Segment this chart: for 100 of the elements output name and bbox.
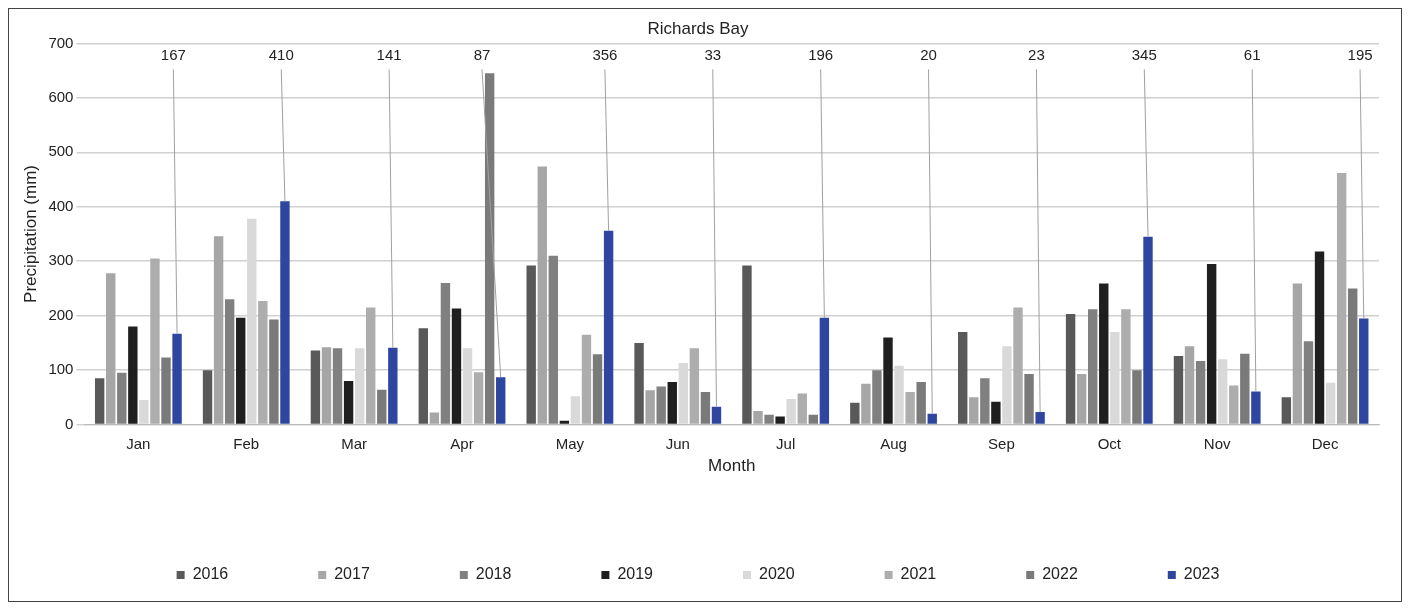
x-tick-label: Feb (233, 434, 260, 452)
bar (689, 348, 700, 424)
bar (656, 386, 666, 424)
bar (742, 265, 752, 424)
x-tick-label: Apr (450, 434, 474, 452)
bar (1076, 373, 1087, 424)
bar (1024, 373, 1034, 424)
x-tick-label: Aug (880, 434, 907, 452)
bar (128, 326, 138, 424)
bar (1173, 355, 1184, 424)
bar (592, 354, 603, 424)
x-tick-label: Nov (1203, 434, 1232, 452)
legend-label: 2016 (192, 565, 229, 583)
legend-label: 2023 (1183, 565, 1220, 583)
bar (1303, 341, 1314, 424)
bar (94, 378, 105, 424)
data-label: 20 (920, 46, 937, 64)
bar (1184, 346, 1195, 424)
bar (808, 414, 818, 424)
bar (819, 317, 830, 424)
bar (321, 347, 332, 424)
bar (1132, 370, 1142, 424)
bar (958, 332, 968, 424)
bar (548, 255, 559, 424)
bar (440, 283, 451, 424)
bar (969, 397, 979, 424)
bar (1229, 385, 1239, 424)
bar (667, 382, 677, 424)
bar (1240, 353, 1250, 424)
bar (106, 273, 116, 424)
bar (991, 401, 1001, 424)
bar (1206, 263, 1217, 424)
data-label: 195 (1347, 46, 1373, 64)
bar (269, 319, 279, 424)
bar (1195, 360, 1206, 424)
bar (1035, 412, 1045, 424)
y-axis-title: Precipitation (mm) (20, 165, 40, 303)
legend-label: 2021 (900, 565, 937, 583)
bar (797, 393, 807, 424)
bar (161, 357, 171, 424)
bar (280, 201, 290, 424)
y-tick-label: 500 (48, 142, 74, 160)
x-tick-label: Jan (126, 434, 151, 452)
bar (150, 258, 160, 424)
x-tick-label: May (555, 434, 585, 452)
bar (645, 390, 655, 424)
bar (202, 370, 213, 424)
bar (603, 230, 614, 424)
bar (850, 402, 860, 424)
bar (388, 347, 398, 424)
bar (1013, 307, 1023, 424)
bar (526, 265, 536, 424)
y-tick-label: 600 (48, 88, 74, 105)
bar (1314, 251, 1325, 424)
bar (258, 300, 268, 424)
y-tick-label: 400 (48, 196, 74, 214)
bar (916, 382, 926, 424)
bar (872, 370, 882, 424)
legend-label: 2019 (617, 565, 654, 583)
x-tick-label: Mar (341, 434, 368, 452)
bar (861, 383, 871, 424)
bar (905, 391, 915, 424)
bar (700, 391, 711, 424)
bar (1099, 283, 1109, 424)
data-label: 167 (160, 46, 186, 64)
bar (1348, 288, 1358, 424)
data-label: 356 (592, 46, 618, 64)
y-tick-label: 300 (48, 251, 74, 269)
bar (634, 342, 644, 424)
x-tick-label: Oct (1097, 434, 1122, 452)
legend-label: 2020 (759, 565, 795, 583)
bar (1088, 309, 1098, 424)
legend-label: 2017 (334, 565, 370, 583)
bar (366, 307, 376, 424)
bar (236, 317, 246, 424)
bar (753, 410, 763, 424)
bar (332, 348, 343, 424)
x-tick-label: Jul (776, 434, 796, 452)
bar (1143, 236, 1153, 424)
bar (310, 350, 321, 424)
x-tick-label: Jun (665, 434, 690, 452)
bar (172, 333, 182, 424)
bar (711, 406, 722, 424)
bar (927, 413, 937, 424)
data-label: 33 (704, 46, 722, 64)
data-label: 196 (808, 46, 834, 64)
bar (473, 372, 484, 424)
data-label: 410 (268, 46, 294, 64)
bar (1065, 314, 1076, 424)
bar (496, 377, 506, 424)
bar (1251, 391, 1261, 424)
y-tick-label: 200 (48, 305, 74, 323)
bar (484, 73, 495, 424)
bar (1359, 318, 1369, 424)
data-label: 61 (1243, 46, 1261, 64)
bar (418, 328, 429, 424)
y-tick-label: 100 (48, 360, 74, 378)
bar (1121, 309, 1131, 424)
data-label: 345 (1131, 46, 1157, 64)
x-tick-label: Sep (988, 434, 1015, 452)
